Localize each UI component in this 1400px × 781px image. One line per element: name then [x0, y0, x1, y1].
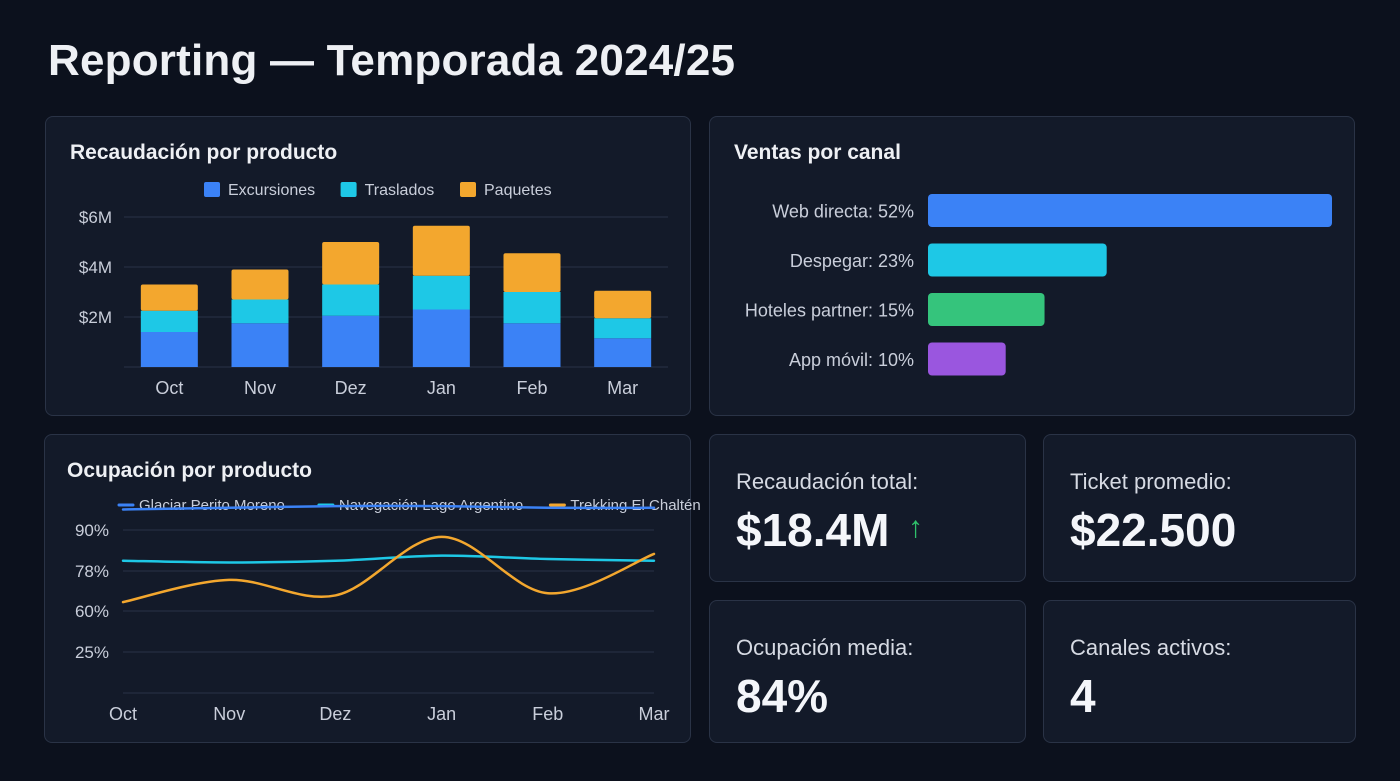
sales-by-channel-card: Ventas por canal Web directa: 52% Despega… [709, 116, 1355, 416]
kpi-label: Ocupación media: [736, 635, 914, 660]
bar-segment-paquetes [412, 225, 470, 276]
bar-segment-excursiones [140, 332, 198, 367]
bar-segment-paquetes [594, 290, 652, 319]
kpi-active-channels: Canales activos: 4 [1043, 600, 1356, 743]
kpi-value: 4 [1070, 670, 1096, 722]
revenue-by-product-chart: Excursiones Traslados Paquetes $2M $4M $6M Oct… [79, 182, 668, 398]
x-tick-label: Nov [213, 704, 245, 724]
legend-label: Trekking El Chaltén [570, 497, 700, 514]
revenue-by-product-card: Recaudación por producto Excursiones Tras… [45, 116, 691, 416]
series-line [121, 554, 656, 564]
bar-segment-traslados [503, 292, 561, 324]
bar-segment-traslados [322, 284, 380, 316]
bar-segment-traslados [594, 318, 652, 339]
y-tick-label: $2M [79, 308, 112, 327]
x-tick-label: Oct [155, 378, 183, 398]
kpi-label: Recaudación total: [736, 469, 919, 494]
series-line [121, 504, 656, 511]
bar-segment-excursiones [322, 315, 380, 367]
bar-segment-paquetes [322, 242, 380, 285]
bar-segment-excursiones [503, 323, 561, 367]
bar-segment-traslados [231, 299, 289, 324]
page-title: Reporting — Temporada 2024/25 [48, 36, 736, 85]
bar-segment-paquetes [503, 253, 561, 292]
bar-segment-excursiones [231, 323, 289, 367]
y-tick-label: 78% [75, 562, 109, 581]
channel-label: Hoteles partner: 15% [745, 301, 914, 321]
y-tick-label: 25% [75, 643, 109, 662]
legend-label: Excursiones [228, 182, 315, 199]
y-tick-label: 90% [75, 521, 109, 540]
legend-swatch [204, 182, 220, 197]
bar-segment-traslados [412, 275, 470, 310]
legend-label: Glaciar Perito Moreno [139, 497, 285, 514]
x-tick-label: Mar [607, 378, 638, 398]
trend-up-icon: ↑ [908, 511, 923, 544]
bar-segment-paquetes [140, 284, 198, 311]
chart-title: Ocupación por producto [67, 459, 312, 482]
x-tick-label: Dez [335, 378, 367, 398]
kpi-value: $18.4M [736, 504, 890, 556]
channel-bar [928, 194, 1332, 227]
y-tick-label: $6M [79, 208, 112, 227]
kpi-label: Ticket promedio: [1070, 469, 1232, 494]
kpi-average-ticket: Ticket promedio: $22.500 [1043, 434, 1356, 582]
sales-by-channel-chart: Web directa: 52% Despegar: 23% Hoteles par… [745, 194, 1332, 376]
occupancy-by-product-chart: Glaciar Perito Moreno Navegación Lago Arg… [75, 497, 701, 724]
legend-swatch [460, 182, 476, 197]
chart-title: Ventas por canal [734, 141, 901, 164]
chart-title: Recaudación por producto [70, 141, 338, 164]
x-tick-label: Feb [532, 704, 563, 724]
kpi-value: 84% [736, 670, 829, 722]
channel-label: Web directa: 52% [772, 202, 914, 222]
bar-segment-excursiones [412, 309, 470, 367]
y-tick-label: 60% [75, 602, 109, 621]
x-tick-label: Oct [109, 704, 137, 724]
channel-bar [928, 293, 1045, 326]
x-tick-label: Mar [639, 704, 670, 724]
channel-label: App móvil: 10% [789, 350, 914, 370]
y-tick-label: $4M [79, 258, 112, 277]
channel-bar [928, 342, 1006, 376]
bar-segment-paquetes [231, 269, 289, 300]
x-tick-label: Jan [427, 704, 456, 724]
occupancy-by-product-card: Ocupación por producto Glaciar Perito Mo… [44, 434, 701, 743]
x-tick-label: Feb [516, 378, 547, 398]
legend-label: Paquetes [484, 182, 552, 199]
series-line [121, 535, 656, 604]
x-tick-label: Dez [319, 704, 351, 724]
kpi-total-revenue: Recaudación total: $18.4M ↑ [709, 434, 1026, 582]
kpi-value: $22.500 [1070, 504, 1237, 556]
bar-segment-excursiones [594, 338, 652, 367]
channel-bar [928, 243, 1107, 277]
kpi-average-occupancy: Ocupación media: 84% [709, 600, 1026, 743]
kpi-label: Canales activos: [1070, 635, 1232, 660]
legend-swatch [340, 182, 357, 197]
legend-label: Traslados [365, 182, 435, 199]
bar-segment-traslados [140, 310, 198, 332]
x-tick-label: Jan [427, 378, 456, 398]
channel-label: Despegar: 23% [790, 251, 914, 271]
x-tick-label: Nov [244, 378, 276, 398]
